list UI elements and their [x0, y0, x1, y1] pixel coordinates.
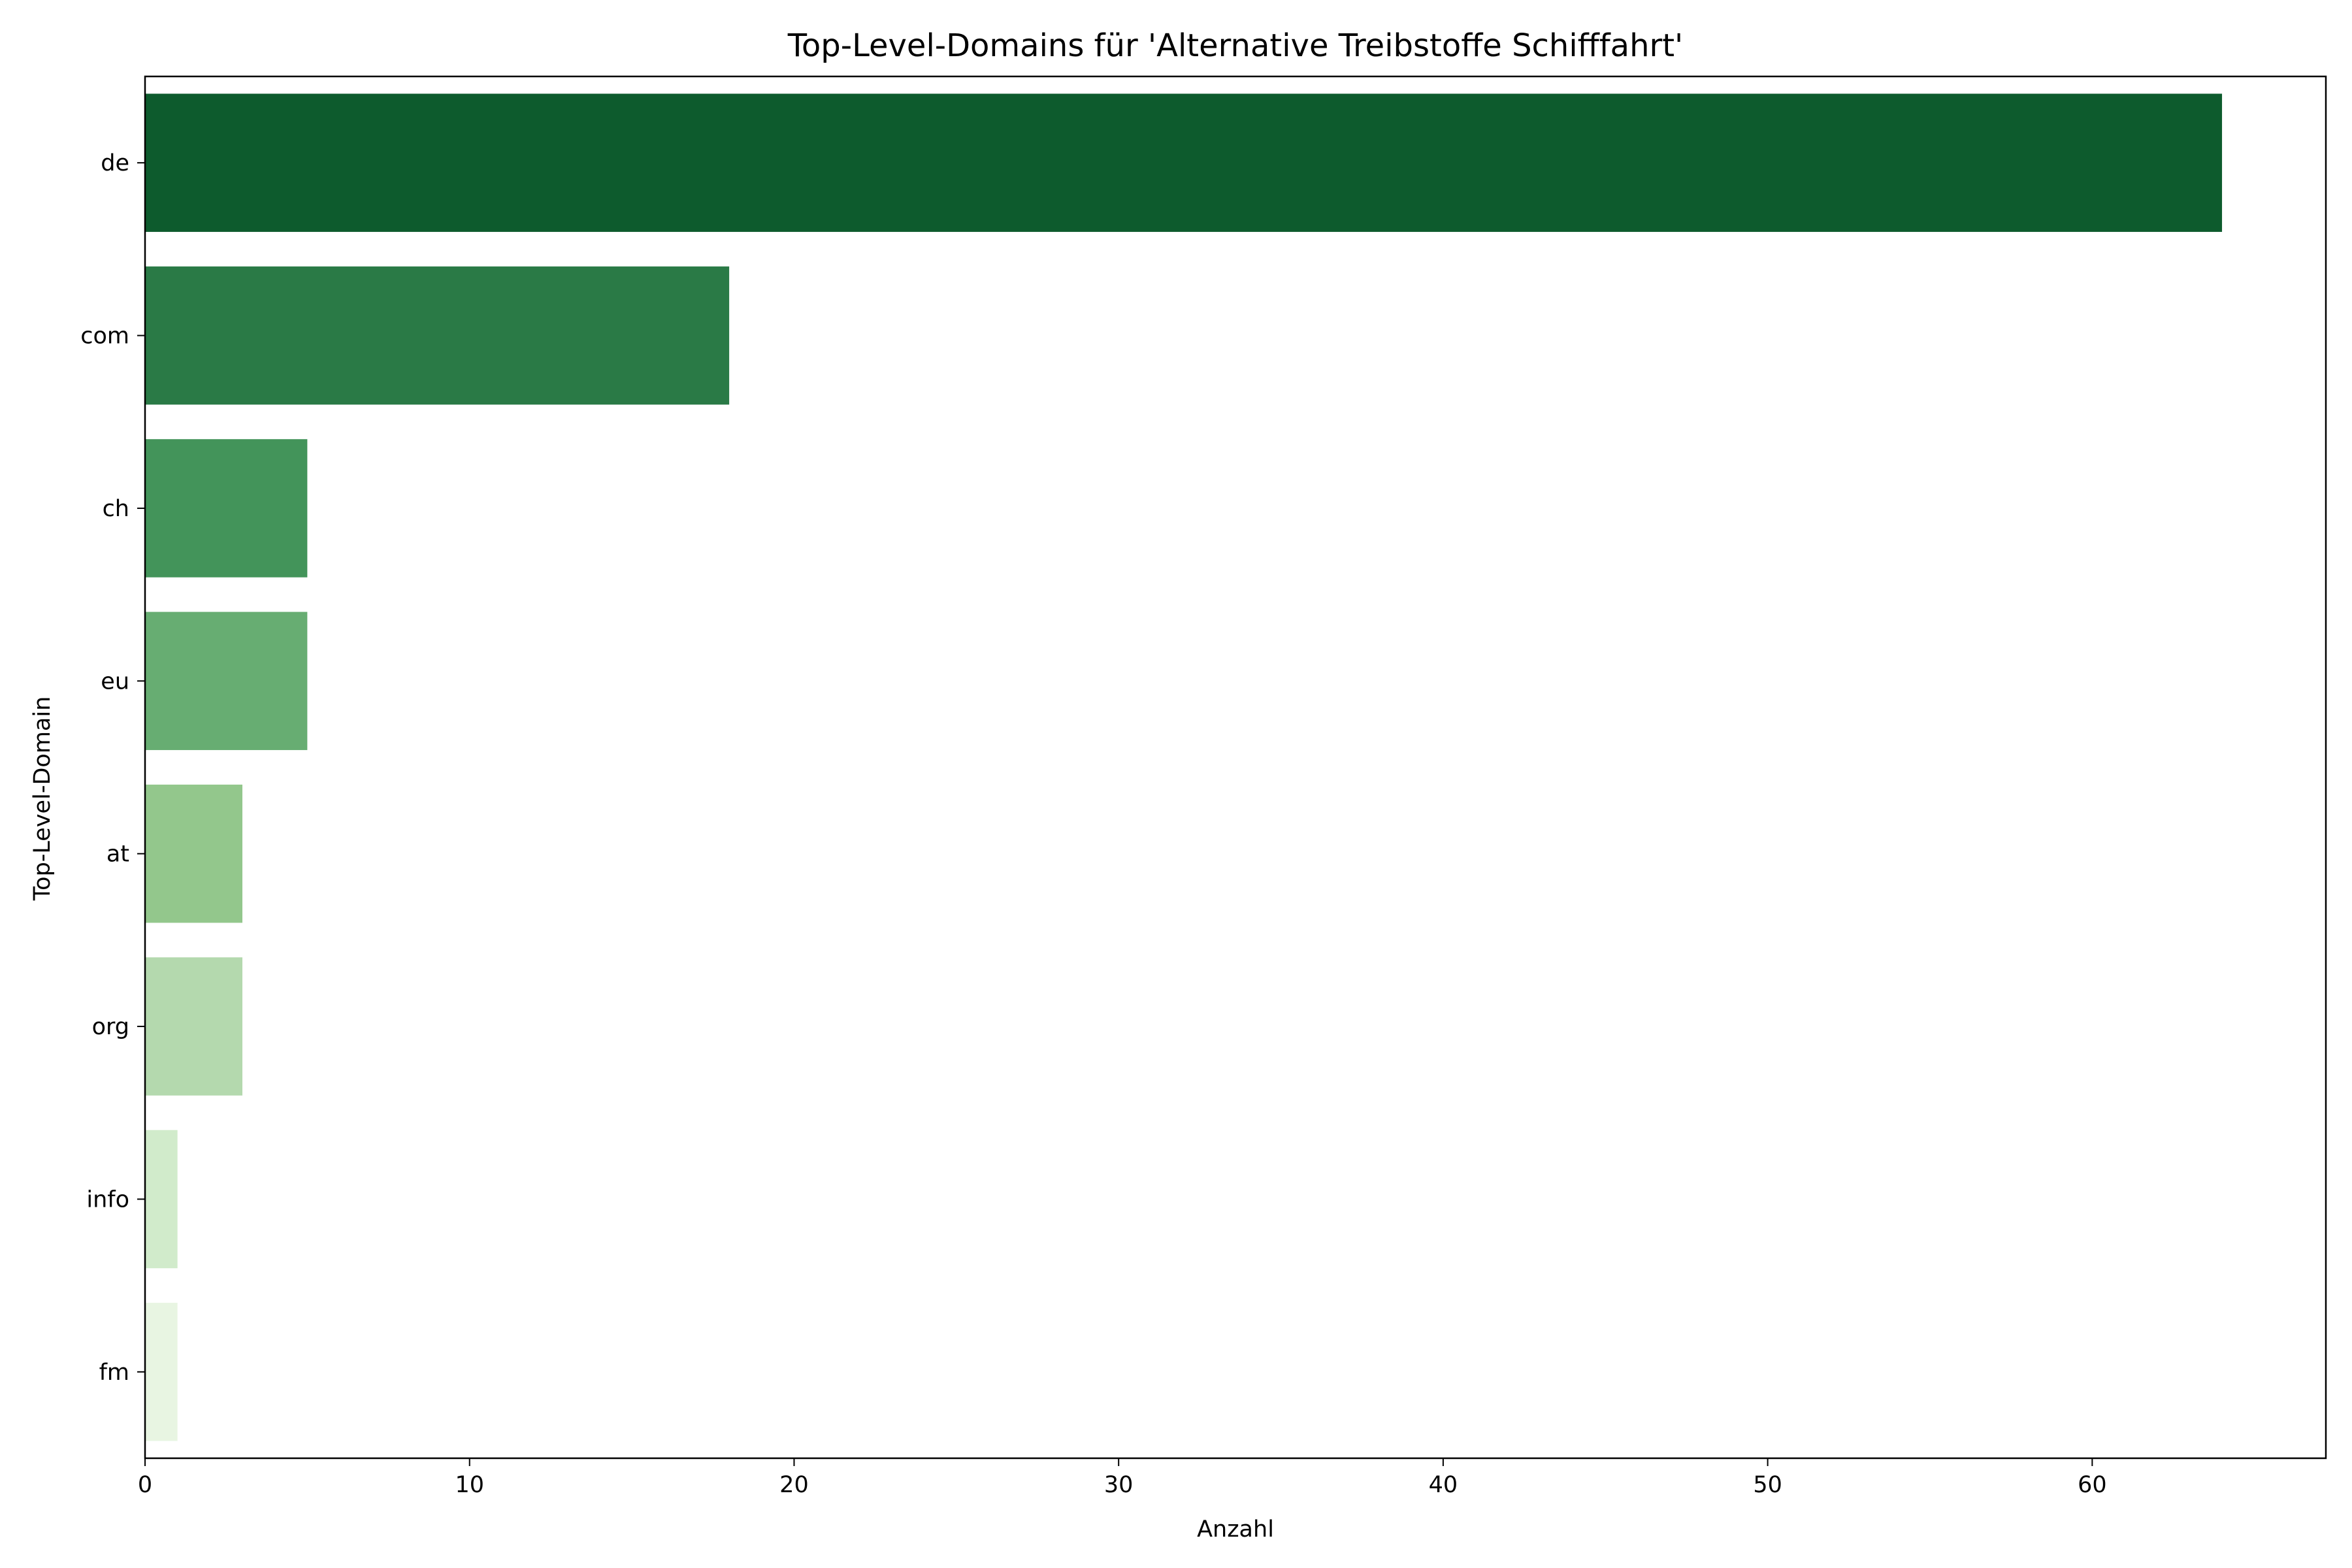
y-tick-label-org: org — [92, 1014, 129, 1040]
bar-at — [145, 784, 243, 923]
x-tick-label-30: 30 — [1104, 1472, 1134, 1498]
y-tick-label-com: com — [80, 323, 129, 350]
x-tick-label-20: 20 — [779, 1472, 809, 1498]
x-tick-label-50: 50 — [1753, 1472, 1782, 1498]
y-tick-label-ch: ch — [103, 496, 129, 522]
y-tick-label-eu: eu — [101, 668, 129, 694]
y-axis-label: Top-Level-Domain — [29, 696, 56, 902]
bar-eu — [145, 612, 308, 751]
plot-frame — [144, 75, 2327, 1460]
x-tick-label-40: 40 — [1429, 1472, 1458, 1498]
bar-com — [145, 266, 730, 405]
bar-de — [145, 93, 2223, 232]
y-tick-label-info: info — [86, 1186, 129, 1213]
x-tick-label-0: 0 — [138, 1472, 152, 1498]
bar-ch — [145, 439, 308, 578]
bars-layer — [145, 93, 2223, 1441]
y-tick-label-fm: fm — [99, 1360, 129, 1386]
bar-org — [145, 957, 243, 1096]
x-tick-label-10: 10 — [455, 1472, 484, 1498]
y-tick-label-de: de — [101, 150, 129, 176]
x-tick-label-60: 60 — [2078, 1472, 2107, 1498]
bar-fm — [145, 1303, 178, 1441]
bar-info — [145, 1130, 178, 1269]
x-axis-label: Anzahl — [1197, 1516, 1274, 1543]
axes-layer: de com ch eu at org info fm 0 10 20 30 40 50 60 — [80, 75, 2327, 1498]
chart-title: Top-Level-Domains für 'Alternative Treib… — [787, 27, 1683, 64]
y-tick-label-at: at — [106, 841, 129, 868]
